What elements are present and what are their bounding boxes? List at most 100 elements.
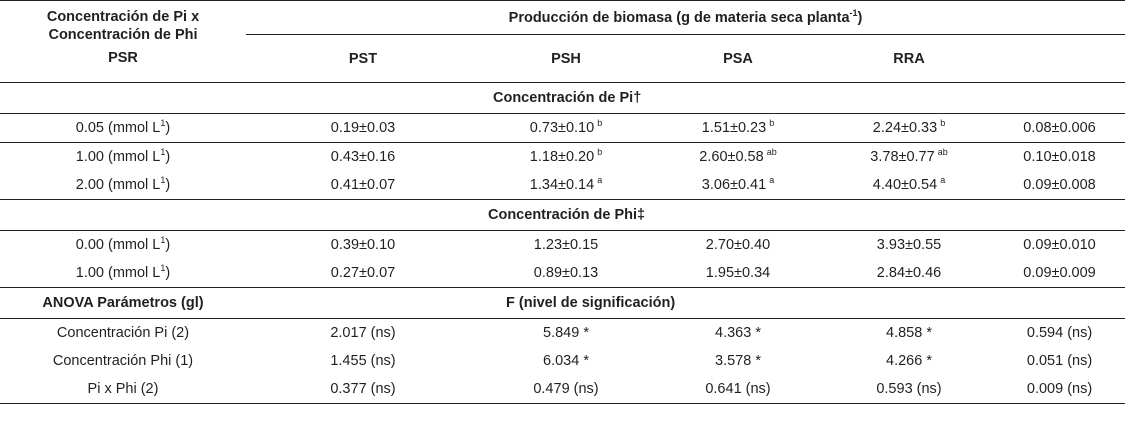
cell: 1.95±0.34 — [652, 259, 824, 288]
cell: 1.455 (ns) — [330, 353, 396, 369]
cell: 0.009 (ns) — [994, 375, 1125, 404]
cell: 2.84±0.46 — [824, 259, 994, 288]
row-label: 2.00 (mmol L1) — [0, 171, 246, 200]
cell-text: 1.18±0.20 — [529, 149, 595, 165]
cell-text: 1.00 (mmol L — [75, 265, 161, 281]
table-row: 1.00 (mmol L1) 0.27±0.07 0.89±0.13 1.95±… — [0, 259, 1125, 288]
col-header-last — [994, 35, 1125, 83]
table-row: Concentración Phi (1) 1.455 (ns) 6.034 *… — [0, 347, 1125, 375]
cell-text: 1.51±0.23 — [701, 120, 767, 136]
cell-text: a — [940, 175, 946, 186]
section-phi-title: Concentración de Phi‡ — [246, 199, 1125, 231]
cell-text: 4.40±0.54 — [872, 177, 938, 193]
col-header-psa: PSA — [723, 50, 753, 67]
cell: 3.06±0.41 a — [652, 171, 824, 200]
group-title-end: ) — [857, 9, 863, 26]
cell: 1.18±0.20 b — [480, 142, 652, 171]
header-row-1: Concentración de Pi x Concentración de P… — [0, 0, 1125, 83]
cell-text: 0.73±0.10 — [529, 120, 595, 136]
cell-text: 0.00 (mmol L — [75, 237, 161, 253]
table-row: 0.05 (mmol L1) 0.19±0.03 0.73±0.10 b 1.51… — [0, 113, 1125, 143]
group-title-sup: -1 — [849, 7, 858, 18]
cell-text: 1.23±0.15 — [533, 237, 599, 253]
cell-text: 2.00 (mmol L — [75, 177, 161, 193]
left-header-line1: Concentración de Pi x — [46, 9, 200, 25]
cell: 3.78±0.77 ab — [824, 142, 994, 171]
cell-text: 1 — [160, 235, 166, 246]
cell: 3.93±0.55 — [824, 230, 994, 259]
cell-text: 0.43±0.16 — [330, 149, 396, 165]
cell-text: 1 — [160, 263, 166, 274]
cell-text: 0.09±0.009 — [1023, 265, 1096, 281]
anova-left-title: ANOVA Parámetros (gl) — [0, 287, 246, 319]
section-pi-row: Concentración de Pi† — [0, 82, 1125, 114]
cell-text: 1.34±0.14 — [529, 177, 595, 193]
cell-text: a — [597, 175, 603, 186]
cell: 2.24±0.33 b — [824, 113, 994, 143]
left-header-line2: Concentración de Phi — [48, 27, 198, 43]
cell: 0.19±0.03 — [246, 113, 480, 143]
cell: 0.08±0.006 — [994, 113, 1125, 143]
row-label: Pi x Phi (2) — [0, 375, 246, 404]
left-header: Concentración de Pi x Concentración de P… — [0, 0, 246, 83]
cell: 4.363 * — [652, 318, 824, 347]
cell: 0.594 (ns) — [994, 318, 1125, 347]
table-row: 0.00 (mmol L1) 0.39±0.10 1.23±0.15 2.70±… — [0, 230, 1125, 259]
cell-text: 1 — [160, 118, 166, 129]
anova-title: F (nivel de significación) — [246, 287, 1125, 319]
table-row: 2.00 (mmol L1) 0.41±0.07 1.34±0.14 a 3.06… — [0, 171, 1125, 200]
header-row-2: PST PSH PSA RRA — [0, 35, 1125, 83]
cell-text: 0.05 (mmol L — [75, 120, 161, 136]
cell: 0.39±0.10 — [246, 230, 480, 259]
cell: 5.849 * — [480, 318, 652, 347]
cell-text: 0.19±0.03 — [330, 120, 396, 136]
table-row: Pi x Phi (2) 0.377 (ns) 0.479 (ns) 0.641… — [0, 375, 1125, 404]
cell-text: 1 — [160, 175, 166, 186]
left-header-line3: PSR — [108, 50, 138, 66]
biomass-table: Concentración de Pi x Concentración de P… — [0, 0, 1125, 404]
cell: 0.09±0.008 — [994, 171, 1125, 200]
row-label: 1.00 (mmol L1) — [0, 142, 246, 171]
cell-text: 0.10±0.018 — [1023, 149, 1096, 165]
cell: 4.40±0.54 a — [824, 171, 994, 200]
cell-text: 2.70±0.40 — [705, 237, 771, 253]
cell: 3.578 * — [715, 353, 761, 369]
cell-text: b — [597, 147, 603, 158]
cell: 0.27±0.07 — [246, 259, 480, 288]
cell-text: b — [769, 118, 775, 129]
cell: 1.23±0.15 — [480, 230, 652, 259]
cell: 0.377 (ns) — [246, 375, 480, 404]
cell: 0.593 (ns) — [824, 375, 994, 404]
cell-text: ab — [766, 147, 777, 158]
cell: 1.51±0.23 b — [652, 113, 824, 143]
cell-text: ) — [165, 237, 171, 253]
col-header-pst: PST — [348, 50, 378, 67]
cell-text: ) — [165, 149, 171, 165]
cell-text: 2.84±0.46 — [876, 265, 942, 281]
table-row: 1.00 (mmol L1) 0.43±0.16 1.18±0.20 b 2.60… — [0, 142, 1125, 171]
cell-text: 0.89±0.13 — [533, 265, 599, 281]
row-label: Concentración Pi (2) — [0, 318, 246, 347]
cell: 0.10±0.018 — [994, 142, 1125, 171]
cell: 0.09±0.010 — [994, 230, 1125, 259]
cell: 2.70±0.40 — [652, 230, 824, 259]
cell: 6.034 * — [543, 353, 589, 369]
cell: 2.60±0.58 ab — [652, 142, 824, 171]
cell: 0.479 (ns) — [480, 375, 652, 404]
row-label: Concentración Phi (1) — [52, 353, 194, 369]
cell: 4.266 * — [886, 353, 932, 369]
cell-text: 1 — [160, 147, 166, 158]
col-header-psh: PSH — [551, 50, 581, 67]
cell-text: a — [769, 175, 775, 186]
cell-text: ) — [165, 265, 171, 281]
cell-text: 0.09±0.008 — [1023, 177, 1096, 193]
cell: 0.41±0.07 — [246, 171, 480, 200]
col-header-rra: RRA — [893, 50, 925, 67]
row-label: 0.05 (mmol L1) — [0, 113, 246, 143]
cell-text: 2.24±0.33 — [872, 120, 938, 136]
cell: 0.051 (ns) — [1026, 353, 1093, 369]
cell-text: 1.95±0.34 — [705, 265, 771, 281]
table-row: Concentración Pi (2) 2.017 (ns) 5.849 * … — [0, 318, 1125, 347]
cell: 2.017 (ns) — [246, 318, 480, 347]
section-pi-title: Concentración de Pi† — [246, 82, 1125, 114]
